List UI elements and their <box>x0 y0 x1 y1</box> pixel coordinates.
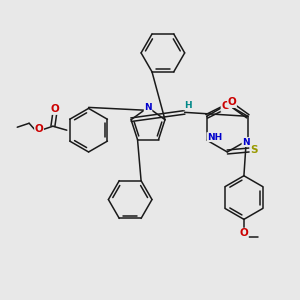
Text: NH: NH <box>207 133 222 142</box>
Text: N: N <box>242 138 250 147</box>
Text: H: H <box>184 101 191 110</box>
Text: O: O <box>221 101 230 111</box>
Text: O: O <box>50 104 59 114</box>
Text: S: S <box>250 145 258 155</box>
Text: O: O <box>35 124 44 134</box>
Text: O: O <box>239 228 248 238</box>
Text: O: O <box>228 98 236 107</box>
Text: N: N <box>144 103 152 112</box>
